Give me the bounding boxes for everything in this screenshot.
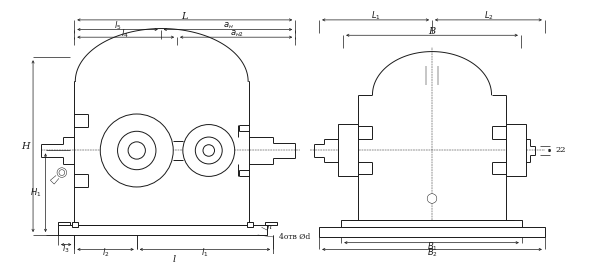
Text: 22: 22	[555, 147, 566, 154]
Text: $l_3$: $l_3$	[62, 242, 70, 255]
Text: $l_5$: $l_5$	[114, 20, 122, 32]
Circle shape	[128, 142, 146, 159]
Bar	[319, 227, 545, 237]
Text: H: H	[21, 142, 29, 151]
Text: $a_н$: $a_н$	[223, 20, 234, 31]
Text: $B_1$: $B_1$	[426, 240, 437, 253]
Bar	[72, 221, 78, 227]
Text: B: B	[428, 27, 435, 36]
Text: $L_1$: $L_1$	[371, 10, 380, 22]
Text: $l_1$: $l_1$	[201, 247, 208, 260]
Circle shape	[57, 168, 66, 177]
Text: L: L	[181, 12, 188, 21]
Bar	[338, 124, 358, 176]
Text: $a_{н2}$: $a_{н2}$	[229, 28, 244, 39]
Bar	[58, 221, 69, 225]
Text: l: l	[172, 256, 176, 264]
Circle shape	[183, 125, 235, 176]
Text: $B_2$: $B_2$	[426, 247, 437, 260]
Text: n: n	[267, 223, 272, 231]
Circle shape	[427, 194, 437, 203]
Text: 4отв Ød: 4отв Ød	[279, 233, 310, 241]
Circle shape	[59, 170, 65, 176]
Bar	[341, 220, 522, 227]
Circle shape	[117, 131, 156, 170]
Text: $l_2$: $l_2$	[102, 247, 109, 260]
Bar	[247, 221, 253, 227]
Circle shape	[203, 145, 214, 156]
Bar	[265, 221, 277, 225]
Bar	[58, 225, 267, 235]
Circle shape	[100, 114, 173, 187]
Bar	[506, 124, 526, 176]
Circle shape	[195, 137, 222, 164]
Text: $L_2$: $L_2$	[483, 10, 494, 22]
Text: $H_1$: $H_1$	[31, 186, 42, 199]
Text: $l_4$: $l_4$	[122, 27, 129, 40]
Polygon shape	[75, 29, 248, 81]
Polygon shape	[373, 51, 492, 95]
